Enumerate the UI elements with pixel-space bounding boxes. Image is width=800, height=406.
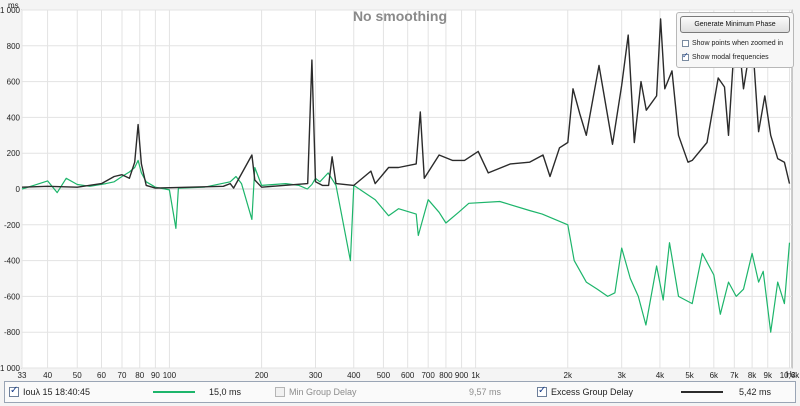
x-tick-label: 10,6k xyxy=(780,371,800,380)
x-unit-label: Hz xyxy=(786,370,796,379)
legend-item-measurement[interactable]: Iouλ 15 18:40:45 xyxy=(9,382,90,402)
show-modal-label: Show modal frequencies xyxy=(692,54,769,61)
x-tick-label: 700 xyxy=(421,371,435,380)
x-tick-label: 9k xyxy=(764,371,773,380)
legend-item-min-group-delay[interactable]: Min Group Delay xyxy=(275,382,357,402)
min-group-delay-label: Min Group Delay xyxy=(289,387,357,397)
y-tick-label: -400 xyxy=(4,257,21,266)
x-tick-label: 200 xyxy=(255,371,269,380)
x-tick-label: 800 xyxy=(439,371,453,380)
x-tick-label: 40 xyxy=(43,371,52,380)
x-tick-label: 6k xyxy=(710,371,719,380)
y-unit-label: ms xyxy=(8,1,19,10)
y-tick-label: -1 000 xyxy=(0,364,21,373)
measurement-swatch-group: 15,0 ms xyxy=(153,382,241,402)
x-tick-label: 3k xyxy=(617,371,626,380)
y-tick-label: -600 xyxy=(4,292,21,301)
measurement-color-swatch xyxy=(153,391,195,393)
x-tick-label: 60 xyxy=(97,371,106,380)
chart-marks xyxy=(21,12,791,333)
x-tick-label: 50 xyxy=(73,371,82,380)
x-tick-label: 8k xyxy=(748,371,757,380)
generate-minimum-phase-button[interactable]: Generate Minimum Phase xyxy=(680,16,790,33)
x-tick-label: 4k xyxy=(656,371,665,380)
group-delay-chart[interactable]: 33 40 50 60 70 80 90 100 200 300 400 500 600 700 800 90… xyxy=(0,0,800,380)
y-tick-label: 0 xyxy=(16,185,21,194)
measurement-value: 15,0 ms xyxy=(209,387,242,397)
y-tick-label: 200 xyxy=(7,149,21,158)
show-points-option[interactable]: Show points when zoomed in xyxy=(682,40,783,47)
x-tick-label: 400 xyxy=(347,371,361,380)
y-tick-label: 600 xyxy=(7,78,21,87)
legend-bar: Iouλ 15 18:40:45 15,0 ms Min Group Delay… xyxy=(4,381,796,403)
excess-swatch-group: 5,42 ms xyxy=(681,382,771,402)
series-line-0 xyxy=(21,159,791,333)
show-modal-option[interactable]: Show modal frequencies xyxy=(682,51,769,61)
x-tick-label: 7k xyxy=(730,371,739,380)
x-tick-label: 500 xyxy=(377,371,391,380)
x-tick-label: 5k xyxy=(685,371,694,380)
y-tick-label: -800 xyxy=(4,328,21,337)
y-tick-label: 1 000 xyxy=(0,6,21,15)
excess-group-delay-value: 5,42 ms xyxy=(739,387,772,397)
min-group-delay-checkbox[interactable] xyxy=(275,387,285,397)
excess-group-delay-label: Excess Group Delay xyxy=(551,387,634,397)
x-tick-label: 70 xyxy=(118,371,127,380)
show-points-label: Show points when zoomed in xyxy=(692,40,784,47)
x-tick-label: 1k xyxy=(471,371,480,380)
chart-title: No smoothing xyxy=(353,8,447,24)
grid-lines xyxy=(21,9,792,369)
x-tick-label: 33 xyxy=(18,371,27,380)
x-tick-label: 100 xyxy=(163,371,177,380)
measurement-checkbox[interactable] xyxy=(9,385,19,397)
y-axis-ticks: 1 000 800 600 400 200 0 -200 -400 -600 -800 -1 000 xyxy=(0,6,21,373)
x-axis-ticks: 33 40 50 60 70 80 90 100 200 300 400 500 600 700 800 90… xyxy=(18,371,800,380)
show-modal-checkbox[interactable] xyxy=(682,51,689,61)
x-tick-label: 900 xyxy=(455,371,469,380)
show-points-checkbox[interactable] xyxy=(682,40,689,47)
x-tick-label: 2k xyxy=(564,371,573,380)
excess-group-delay-checkbox[interactable] xyxy=(537,385,547,397)
measurement-label: Iouλ 15 18:40:45 xyxy=(23,387,91,397)
legend-item-excess-group-delay[interactable]: Excess Group Delay xyxy=(537,382,633,402)
min-group-delay-value: 9,57 ms xyxy=(469,387,502,397)
y-tick-label: 800 xyxy=(7,42,21,51)
x-tick-label: 90 xyxy=(151,371,160,380)
x-tick-label: 600 xyxy=(401,371,415,380)
x-tick-label: 80 xyxy=(135,371,144,380)
y-tick-label: 400 xyxy=(7,113,21,122)
options-panel: Generate Minimum Phase Show points when … xyxy=(676,12,794,68)
min-group-delay-value-group: 9,57 ms xyxy=(469,382,501,402)
x-tick-label: 300 xyxy=(309,371,323,380)
excess-group-delay-color-swatch xyxy=(681,391,723,393)
y-tick-label: -200 xyxy=(4,221,21,230)
series-line-2 xyxy=(21,12,791,189)
